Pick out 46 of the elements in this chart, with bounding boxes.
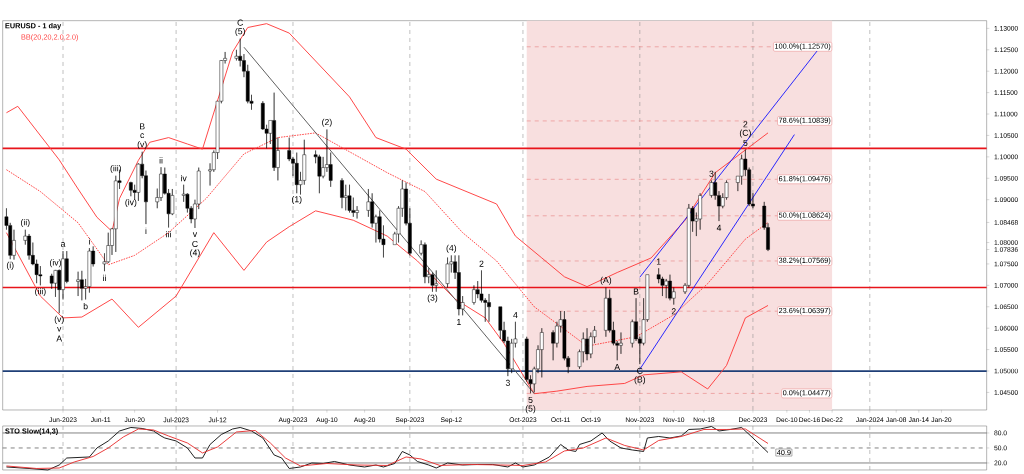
annotation: (i) [6, 261, 14, 270]
annotation: (4) [446, 244, 457, 253]
annotation: (C) [739, 129, 751, 138]
annotation: (1) [292, 195, 302, 204]
annotation: (B) [634, 376, 646, 385]
annotation: (iv) [49, 259, 61, 268]
annotation: (5) [235, 27, 245, 37]
annotation: A [56, 335, 63, 342]
annotation: (ii) [21, 218, 30, 228]
annotation: C [192, 240, 198, 248]
annotation: 1 [656, 258, 661, 265]
annotation: 2 [671, 308, 676, 315]
annotation: 2 [479, 260, 484, 267]
annotation: ii [103, 274, 106, 282]
annotation: i [89, 238, 90, 245]
annotation: v [192, 232, 198, 237]
annotation: (iv) [125, 198, 137, 207]
annotation: (2) [322, 118, 332, 127]
annotation: B [633, 288, 639, 295]
annotation: v [57, 326, 62, 332]
annotation: (v) [137, 141, 147, 150]
annotation: 3 [505, 379, 510, 386]
annotation: (iii) [35, 287, 46, 297]
annotation: a [60, 242, 66, 247]
annotation: (4) [190, 249, 200, 258]
annotation: b [83, 302, 88, 310]
annotation: 1 [457, 319, 461, 325]
annotation: A [614, 363, 621, 370]
annotation: i [145, 227, 147, 234]
annotation: iv [181, 174, 187, 182]
annotation: B [140, 123, 145, 130]
annotation: 5 [528, 396, 533, 403]
annotation: c [140, 133, 145, 139]
annotation: 2 [743, 121, 748, 128]
annotation: (iii) [110, 165, 122, 174]
annotation: (5) [525, 405, 536, 414]
annotation: (3) [427, 294, 438, 303]
annotation: 4 [513, 312, 518, 319]
annotation: (v) [54, 315, 64, 324]
annotation: 4 [716, 224, 722, 231]
annotation: iii [166, 231, 171, 238]
annotation: (A) [600, 276, 612, 285]
annotation: C [237, 19, 243, 26]
annotation: 5 [743, 139, 748, 146]
annotation: 3 [709, 170, 714, 177]
annotation: ii [159, 157, 163, 164]
